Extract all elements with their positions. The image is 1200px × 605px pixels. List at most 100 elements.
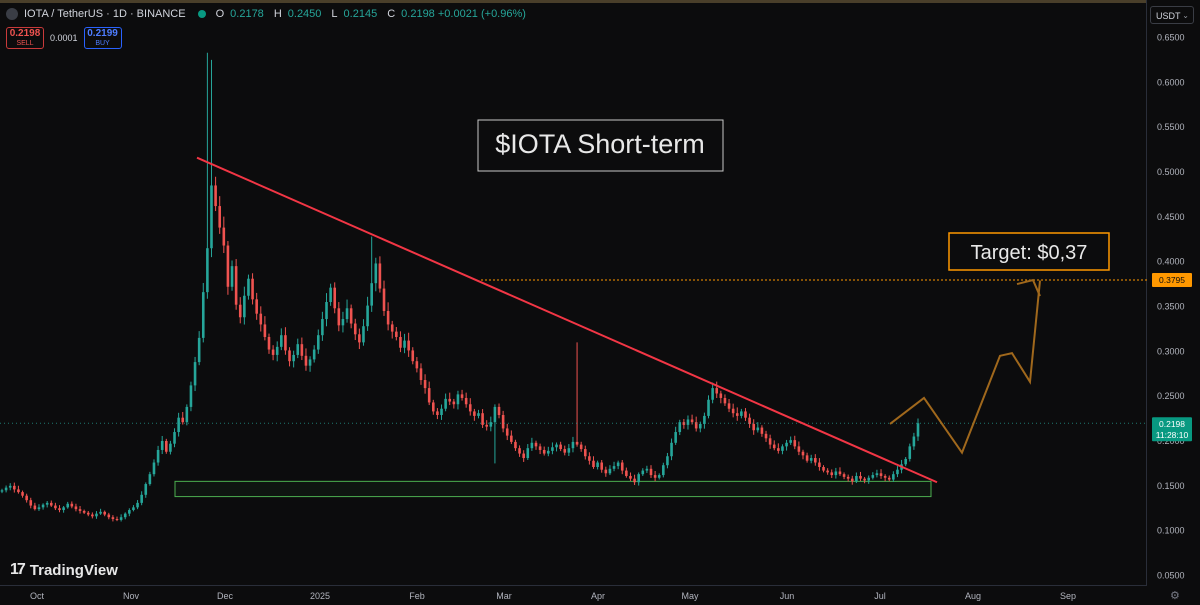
candle-body — [772, 444, 776, 449]
currency-selector[interactable]: USDT ⌄ — [1150, 6, 1194, 24]
candle-body — [530, 442, 534, 449]
x-tick-label: Oct — [30, 591, 45, 601]
candle-body — [608, 468, 612, 474]
candle-body — [243, 295, 246, 318]
candle-body — [292, 354, 295, 362]
low-label: L — [331, 8, 338, 20]
buy-price: 0.2199 — [87, 28, 118, 39]
y-tick-label: 0.1000 — [1157, 526, 1185, 536]
candle-body — [21, 492, 24, 496]
candle-body — [99, 511, 102, 514]
market-status-icon — [197, 10, 206, 18]
tradingview-logo[interactable]: 17 TradingView — [10, 561, 118, 579]
candle-body — [830, 472, 834, 476]
candle-body — [25, 495, 28, 501]
y-tick-label: 0.2500 — [1157, 391, 1185, 401]
candle-body — [781, 446, 784, 451]
candle-body — [140, 494, 143, 503]
candle-body — [711, 388, 714, 400]
candle-body — [740, 411, 743, 416]
candle-body — [497, 406, 501, 415]
candle-body — [222, 227, 226, 246]
current-price-tag-label: 0.2198 — [1159, 419, 1185, 429]
candle-body — [4, 487, 8, 491]
candle-body — [748, 417, 751, 424]
candle-body — [436, 411, 439, 415]
candle-body — [538, 446, 542, 450]
y-tick-label: 0.3000 — [1157, 346, 1185, 356]
candle-body — [423, 380, 427, 389]
candle-body — [912, 436, 916, 447]
candle-body — [473, 411, 476, 416]
gear-icon[interactable]: ⚙ — [1170, 590, 1180, 602]
y-tick-label: 0.4500 — [1157, 212, 1185, 222]
candle-body — [896, 469, 899, 475]
candle-body — [551, 447, 554, 451]
x-tick-label: Jun — [780, 591, 795, 601]
candle-body — [308, 359, 312, 366]
candle-body — [366, 305, 369, 327]
candle-body — [510, 435, 513, 442]
candle-body — [867, 477, 871, 481]
candle-body — [448, 398, 452, 402]
candle-body — [111, 517, 115, 520]
current-price-tag — [1152, 417, 1192, 442]
candle-body — [555, 444, 558, 448]
currency-label: USDT — [1156, 11, 1181, 21]
candle-body — [666, 456, 669, 466]
x-tick-label: Aug — [965, 591, 981, 601]
candle-body — [177, 417, 180, 433]
candle-body — [0, 490, 4, 492]
candle-body — [625, 470, 628, 476]
candle-body — [505, 428, 509, 436]
candle-body — [559, 444, 562, 450]
candle-body — [489, 422, 493, 427]
candle-body — [280, 335, 283, 347]
candle-body — [206, 248, 209, 293]
close-label: C — [387, 8, 396, 20]
symbol-title[interactable]: IOTA / TetherUS · 1D · BINANCE — [24, 8, 186, 20]
candle-body — [74, 506, 78, 510]
candle-body — [678, 422, 682, 433]
projection-path — [889, 280, 1041, 455]
y-tick-label: 0.5000 — [1157, 167, 1185, 177]
candle-body — [432, 402, 435, 412]
candle-body — [892, 474, 895, 480]
candle-body — [70, 503, 74, 507]
candle-body — [165, 441, 168, 452]
candle-body — [353, 323, 357, 335]
candle-body — [78, 509, 82, 511]
x-tick-label: Sep — [1060, 591, 1076, 601]
candle-body — [259, 313, 263, 325]
candle-body — [333, 287, 337, 309]
candle-body — [707, 399, 710, 416]
candle-body — [686, 419, 690, 425]
candle-body — [201, 292, 205, 338]
candle-body — [838, 471, 842, 475]
candle-body — [694, 422, 698, 429]
candle-body — [119, 517, 123, 520]
candle-body — [54, 505, 57, 509]
candle-body — [226, 245, 230, 287]
y-tick-label: 0.3500 — [1157, 302, 1185, 312]
x-tick-label: May — [681, 591, 699, 601]
candle-body — [871, 475, 875, 478]
candle-body — [616, 462, 620, 467]
candle-body — [744, 411, 747, 418]
candle-body — [588, 456, 591, 461]
candle-body — [173, 432, 176, 444]
buy-button[interactable]: 0.2199 BUY — [83, 27, 122, 49]
iota-logo-icon — [6, 8, 18, 20]
candle-body — [386, 310, 390, 325]
candle-body — [374, 263, 378, 284]
candle-body — [612, 466, 616, 469]
candle-body — [518, 448, 521, 454]
sell-button[interactable]: 0.2198 SELL — [6, 27, 44, 49]
candle-body — [271, 349, 275, 355]
candle-body — [91, 514, 94, 517]
candle-body — [805, 455, 809, 461]
candle-body — [193, 362, 197, 386]
candle-body — [887, 477, 891, 480]
candle-body — [571, 441, 575, 449]
